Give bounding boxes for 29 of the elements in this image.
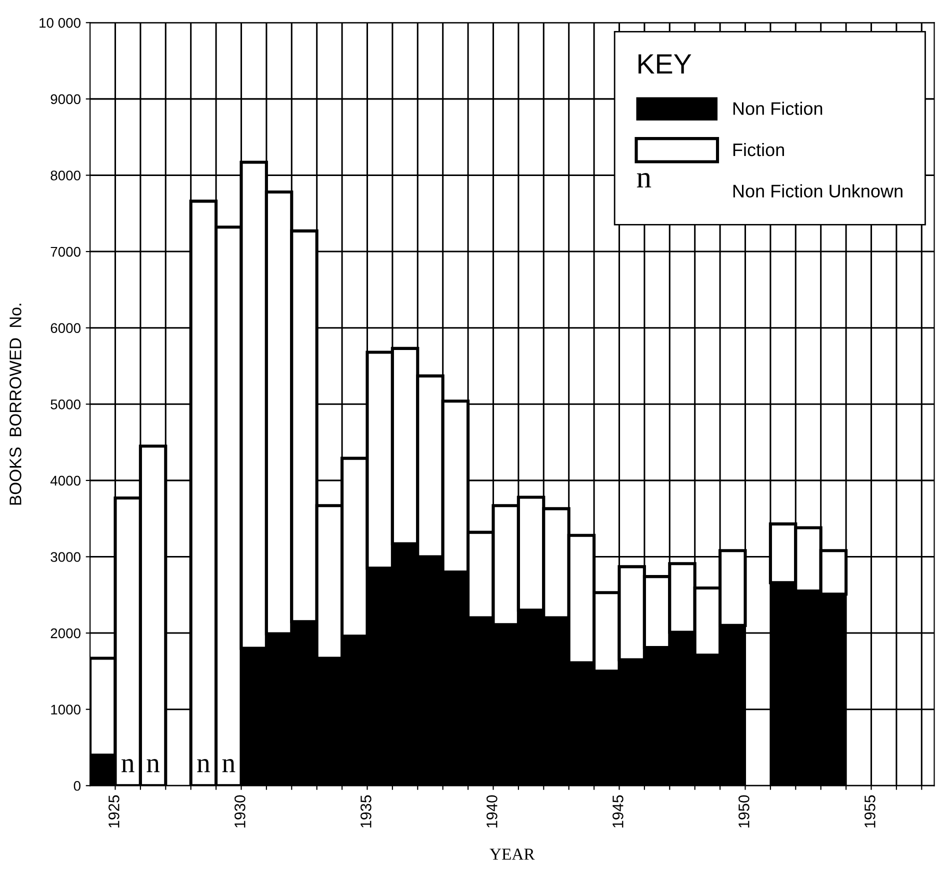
text: n (636, 172, 652, 188)
y-tick-label: 6000 (50, 323, 80, 334)
y-tick-label: 10 000 (40, 18, 80, 28)
x-tick-label: 1925 (108, 795, 120, 828)
y-tick-label: 2000 (50, 628, 80, 638)
y-tick-label: 3000 (50, 552, 80, 562)
annotation: n (146, 759, 160, 772)
x-tick-label: 1955 (864, 795, 876, 828)
x-axis-title: YEAR (490, 848, 535, 860)
x-tick-label: 1935 (360, 795, 372, 828)
annotation: Non Fiction Unknown (733, 184, 902, 198)
y-tick-label: 4000 (50, 476, 80, 486)
legend-label: Non Fiction (733, 102, 822, 115)
legend-title: KEY (638, 54, 692, 74)
y-tick-label: 5000 (50, 399, 80, 410)
y-tick-label: 9000 (50, 94, 80, 104)
y-tick-label: 1000 (51, 704, 80, 715)
y-tick-label: 7000 (50, 246, 80, 257)
annotation: n (222, 759, 236, 772)
annotation: n (122, 759, 134, 772)
annotation: n (197, 759, 210, 772)
x-tick-label: 1950 (738, 795, 750, 828)
y-tick-label: 0 (74, 780, 80, 791)
x-tick-label: 1945 (612, 795, 624, 828)
x-tick-label: 1940 (486, 795, 498, 828)
legend-label: Fiction (733, 142, 784, 156)
y-tick-label: 8000 (50, 170, 80, 180)
y-axis-title: BOOKS BORROWED No. (10, 304, 22, 505)
x-tick-label: 1930 (234, 795, 246, 828)
